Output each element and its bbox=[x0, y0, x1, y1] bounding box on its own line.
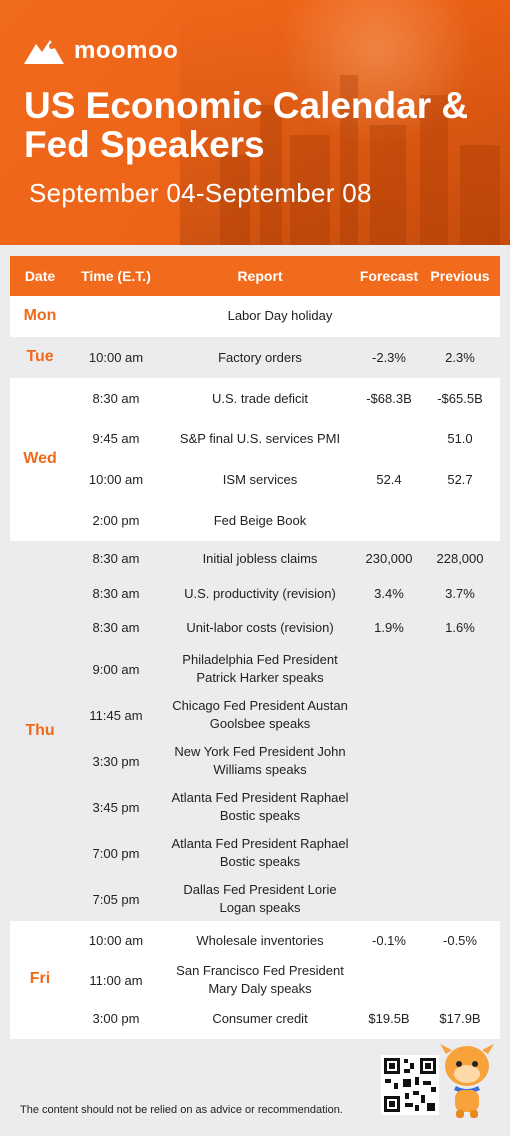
report-cell-line2: Goolsbee speaks bbox=[209, 716, 311, 731]
moomoo-mascot-icon bbox=[438, 1036, 496, 1120]
brand-name: moomoo bbox=[74, 37, 179, 64]
report-cell: Unit-labor costs (revision) bbox=[186, 620, 334, 635]
table-header: Date Time (E.T.) Report Forecast Previou… bbox=[10, 256, 500, 296]
previous-cell: 52.7 bbox=[447, 472, 473, 487]
report-cell: ISM services bbox=[222, 472, 298, 487]
table-row: 7:05 pm Dallas Fed President Lorie Logan… bbox=[10, 881, 500, 919]
previous-cell: 1.6% bbox=[445, 620, 475, 635]
forecast-cell: 1.9% bbox=[374, 620, 404, 635]
report-cell-line1: Philadelphia Fed President bbox=[182, 652, 338, 667]
qr-code-icon bbox=[381, 1055, 439, 1115]
table-row: 3:45 pm Atlanta Fed President Raphael Bo… bbox=[10, 789, 500, 827]
report-cell: Wholesale inventories bbox=[196, 933, 324, 948]
time-cell: 3:45 pm bbox=[92, 800, 140, 815]
time-cell: 3:00 pm bbox=[92, 1011, 140, 1026]
table-row: 11:45 am Chicago Fed President Austan Go… bbox=[10, 697, 500, 735]
column-header-forecast: Forecast bbox=[359, 268, 419, 284]
report-cell-line2: Logan speaks bbox=[219, 900, 301, 915]
column-header-report: Report bbox=[237, 268, 283, 284]
time-cell: 8:30 am bbox=[92, 586, 140, 601]
time-cell: 2:00 pm bbox=[92, 513, 140, 528]
day-label: Fri bbox=[29, 970, 51, 987]
report-cell: U.S. productivity (revision) bbox=[184, 586, 336, 601]
city-skyline-background bbox=[180, 0, 510, 245]
day-label: Thu bbox=[25, 722, 55, 739]
time-cell: 9:45 am bbox=[92, 431, 140, 446]
time-cell: 7:05 pm bbox=[92, 892, 140, 907]
time-cell: 8:30 am bbox=[92, 391, 140, 406]
date-range: September 04-September 08 bbox=[29, 178, 372, 208]
day-group-tue: Tue 10:00 am Factory orders -2.3% 2.3% bbox=[10, 337, 500, 378]
table-row: 7:00 pm Atlanta Fed President Raphael Bo… bbox=[10, 835, 500, 873]
time-cell: 11:00 am bbox=[89, 973, 143, 988]
report-cell: U.S. trade deficit bbox=[211, 391, 309, 406]
brand-logo: moomoo bbox=[22, 36, 178, 66]
report-cell-line1: Atlanta Fed President Raphael bbox=[171, 790, 349, 805]
previous-cell: 228,000 bbox=[436, 551, 484, 566]
day-group-fri: Fri 10:00 am Wholesale inventories -0.1%… bbox=[10, 921, 500, 1039]
time-cell: 7:00 pm bbox=[92, 846, 140, 861]
report-cell-line2: Bostic speaks bbox=[219, 808, 301, 823]
report-cell: Fed Beige Book bbox=[213, 513, 307, 528]
time-cell: 8:30 am bbox=[92, 620, 140, 635]
report-cell-line1: San Francisco Fed President bbox=[176, 963, 344, 978]
forecast-cell: -2.3% bbox=[372, 350, 406, 365]
report-cell-line1: Atlanta Fed President Raphael bbox=[171, 836, 349, 851]
report-cell: Consumer credit bbox=[212, 1011, 308, 1026]
previous-cell: -$65.5B bbox=[437, 391, 483, 406]
page-title: US Economic Calendar & Fed Speakers bbox=[24, 85, 469, 165]
report-cell-line2: Mary Daly speaks bbox=[208, 981, 312, 996]
moomoo-logo-icon bbox=[24, 40, 64, 64]
report-cell-line2: Williams speaks bbox=[213, 762, 307, 777]
day-group-mon: Mon Labor Day holiday bbox=[10, 296, 500, 337]
time-cell: 3:30 pm bbox=[92, 754, 140, 769]
table-row: 11:00 am San Francisco Fed President Mar… bbox=[10, 962, 500, 1000]
day-label: Wed bbox=[23, 450, 57, 467]
day-label: Tue bbox=[26, 348, 54, 365]
forecast-cell: 230,000 bbox=[365, 551, 413, 566]
time-cell: 9:00 am bbox=[92, 662, 140, 677]
column-header-date: Date bbox=[24, 268, 56, 284]
forecast-cell: -$68.3B bbox=[366, 391, 412, 406]
day-group-thu: Thu 8:30 am Initial jobless claims 230,0… bbox=[10, 541, 500, 921]
report-cell: S&P final U.S. services PMI bbox=[179, 431, 341, 446]
column-header-previous: Previous bbox=[430, 268, 490, 284]
report-cell-line1: New York Fed President John bbox=[174, 744, 346, 759]
time-cell: 11:45 am bbox=[89, 708, 143, 723]
previous-cell: -0.5% bbox=[443, 933, 477, 948]
previous-cell: 51.0 bbox=[447, 431, 473, 446]
disclaimer-text: The content should not be relied on as a… bbox=[20, 1104, 343, 1116]
time-cell: 10:00 am bbox=[88, 933, 144, 948]
forecast-cell: $19.5B bbox=[368, 1011, 410, 1026]
report-cell-line1: Dallas Fed President Lorie bbox=[183, 882, 337, 897]
previous-cell: 2.3% bbox=[445, 350, 475, 365]
forecast-cell: 3.4% bbox=[374, 586, 404, 601]
previous-cell: $17.9B bbox=[439, 1011, 481, 1026]
report-cell-line2: Patrick Harker speaks bbox=[196, 670, 324, 685]
time-cell: 10:00 am bbox=[88, 350, 144, 365]
previous-cell: 3.7% bbox=[445, 586, 475, 601]
report-cell-line2: Bostic speaks bbox=[219, 854, 301, 869]
time-cell: 8:30 am bbox=[92, 551, 140, 566]
economic-calendar-table: Date Time (E.T.) Report Forecast Previou… bbox=[10, 256, 500, 1039]
column-header-time: Time (E.T.) bbox=[81, 268, 151, 284]
forecast-cell: -0.1% bbox=[372, 933, 406, 948]
report-cell: Labor Day holiday bbox=[227, 308, 333, 323]
forecast-cell: 52.4 bbox=[376, 472, 402, 487]
report-cell-line1: Chicago Fed President Austan bbox=[172, 698, 348, 713]
time-cell: 10:00 am bbox=[88, 472, 144, 487]
header-banner: moomoo US Economic Calendar & Fed Speake… bbox=[0, 0, 510, 245]
table-row: 3:30 pm New York Fed President John Will… bbox=[10, 743, 500, 781]
report-cell: Initial jobless claims bbox=[202, 551, 318, 566]
day-label: Mon bbox=[23, 307, 57, 324]
report-cell: Factory orders bbox=[218, 350, 302, 365]
table-row: 9:00 am Philadelphia Fed President Patri… bbox=[10, 651, 500, 689]
day-group-wed: Wed 8:30 am U.S. trade deficit -$68.3B -… bbox=[10, 378, 500, 541]
